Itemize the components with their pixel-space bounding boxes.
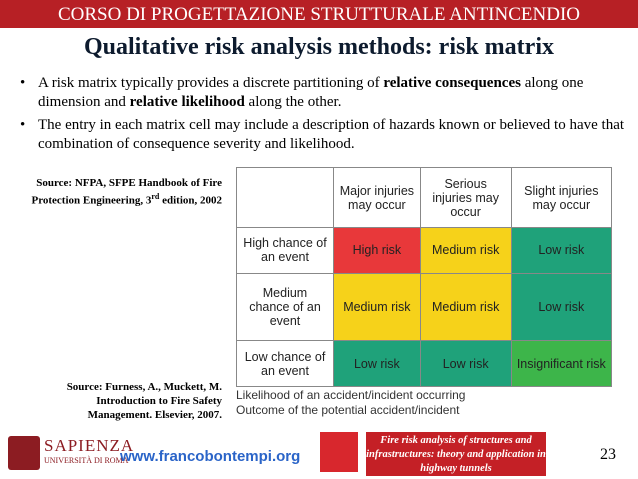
risk-cell: Low risk xyxy=(419,340,512,387)
course-bar: CORSO DI PROGETTAZIONE STRUTTURALE ANTIN… xyxy=(0,0,638,28)
risk-cell: Medium risk xyxy=(419,227,512,274)
risk-cell: Insignificant risk xyxy=(510,340,613,387)
source-note: Source: Furness, A., Muckett, M. Introdu… xyxy=(66,381,222,421)
matrix-row: High chance of an event High risk Medium r… xyxy=(236,227,613,274)
risk-cell: Low risk xyxy=(333,340,421,387)
bullet-text: A risk matrix typically provides a discr… xyxy=(38,75,384,91)
bullet-text: relative likelihood xyxy=(129,94,245,110)
matrix-row: Medium chance of an event Medium risk Medi… xyxy=(236,272,613,342)
risk-matrix: Major injuries may occur Serious injuries… xyxy=(236,167,613,387)
edition-rest: edition, 2002 xyxy=(159,194,222,207)
column-header: Slight injuries may occur xyxy=(510,167,613,228)
bullet: A risk matrix typically provides a discr… xyxy=(18,74,628,112)
bullet-text: The entry in each matrix cell may includ… xyxy=(38,117,625,152)
edition: 3 xyxy=(145,194,152,207)
logo-sub: UNIVERSITÀ DI ROMA xyxy=(44,456,129,465)
course-note: Fire risk analysis of structures and inf… xyxy=(366,432,546,476)
risk-cell: High risk xyxy=(333,227,421,274)
risk-cell: Low risk xyxy=(510,227,613,274)
page-number: 23 xyxy=(600,446,616,463)
source-note: Source: NFPA, SFPE Handbook of Fire Prot… xyxy=(20,176,222,208)
logo-emblem xyxy=(8,436,40,470)
row-header: High chance of an event xyxy=(236,227,334,274)
row-header: Medium chance of an event xyxy=(236,272,334,342)
slide-title: Qualitative risk analysis methods: risk … xyxy=(83,34,554,60)
edition-suffix: rd xyxy=(151,192,160,201)
corner-cell xyxy=(236,167,334,228)
risk-cell: Low risk xyxy=(510,272,613,342)
row-header: Low chance of an event xyxy=(236,340,334,387)
source-text: Source: NFPA, SFPE Handbook of Fire Prot… xyxy=(31,177,222,207)
bullet-text: along one dimension and xyxy=(38,75,584,110)
column-header: Serious injuries may occur xyxy=(419,167,512,228)
bullet-text: relative consequences xyxy=(383,75,521,91)
website-link[interactable]: www.francobontempi.org xyxy=(120,448,301,465)
seal-icon xyxy=(320,432,358,472)
matrix-row: Low chance of an event Low risk Low risk In… xyxy=(236,340,613,387)
bullet-text: along the other. xyxy=(244,94,342,110)
risk-cell: Medium risk xyxy=(333,272,421,342)
caption: Outcome of the potential accident/incide… xyxy=(236,403,460,417)
bullet: The entry in each matrix cell may includ… xyxy=(18,116,628,154)
matrix-header-row: Major injuries may occur Serious injuries… xyxy=(236,167,613,228)
risk-cell: Medium risk xyxy=(419,272,512,342)
caption: Likelihood of an accident/incident occur… xyxy=(236,388,466,402)
column-header: Major injuries may occur xyxy=(333,167,421,228)
bullet-list: A risk matrix typically provides a discr… xyxy=(18,74,628,158)
logo-name: SAPIENZA xyxy=(44,436,135,455)
